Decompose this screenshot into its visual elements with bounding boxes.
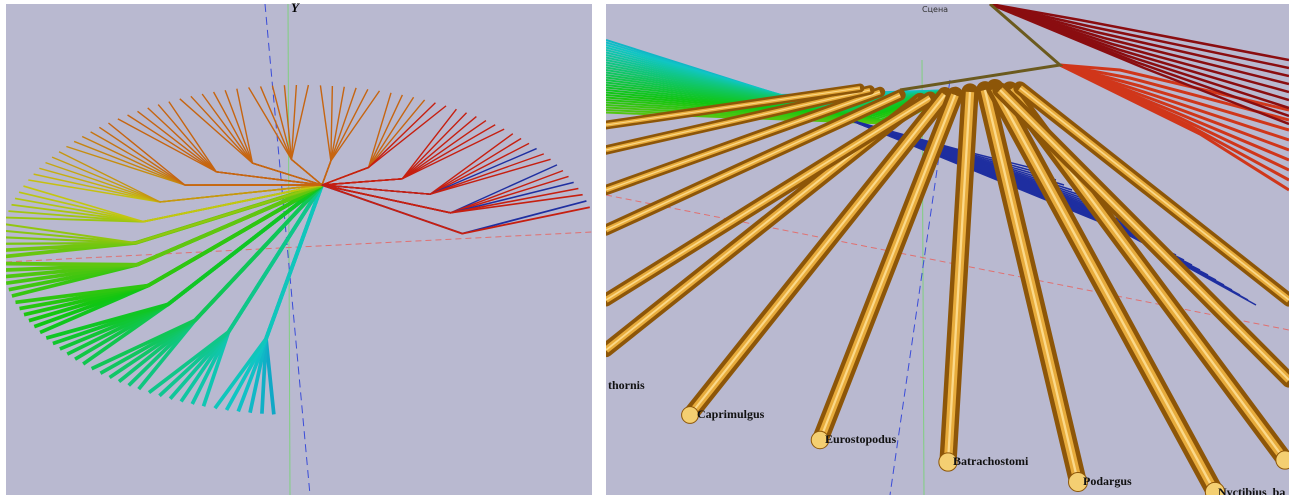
branch	[6, 183, 323, 267]
tube-shine	[606, 91, 881, 191]
tube-shine	[983, 89, 1080, 483]
scene-label: Сцена	[922, 5, 948, 14]
tube-shine	[689, 94, 946, 416]
branch	[168, 101, 323, 186]
branch	[321, 184, 583, 214]
branch	[236, 88, 323, 186]
leaf-node	[810, 430, 830, 450]
leaf-node	[681, 406, 699, 424]
leaf-label: Batrachostomi	[953, 454, 1029, 468]
branch	[321, 158, 551, 195]
branch	[989, 4, 1289, 126]
branch	[321, 105, 447, 186]
branch	[989, 4, 1289, 62]
branch	[321, 184, 590, 235]
tube-shine	[818, 94, 957, 441]
branch	[45, 183, 324, 340]
leaf-label: Podargus	[1083, 474, 1132, 488]
leaf-node	[1204, 481, 1226, 495]
tube-shine	[606, 89, 871, 151]
branch	[1059, 63, 1289, 122]
branch	[321, 128, 505, 186]
right-tree	[606, 4, 1289, 495]
branch	[290, 84, 323, 186]
branch	[90, 183, 324, 371]
leaf-label: Caprimulgus	[697, 407, 765, 421]
branch	[989, 4, 1289, 70]
branch	[108, 122, 323, 186]
tube-shine	[999, 89, 1289, 381]
branch	[147, 184, 324, 395]
leaf-node	[1068, 472, 1088, 492]
branch	[23, 184, 323, 223]
branch	[321, 90, 381, 186]
leaf-label: Eurostopodus	[825, 432, 896, 446]
axis-label: Y	[291, 0, 300, 15]
leaf-node	[1275, 450, 1289, 470]
branch	[1059, 63, 1289, 192]
leaf-node	[938, 452, 958, 472]
branch	[58, 151, 323, 203]
branch	[1059, 63, 1289, 132]
branch	[6, 184, 323, 244]
branch	[213, 184, 324, 410]
tube-shine	[1019, 87, 1289, 301]
leaf-label: Nyctibius_ba	[1218, 485, 1285, 495]
branch	[15, 183, 323, 305]
tube-shine	[606, 97, 931, 301]
tube-shine	[606, 94, 901, 231]
y-axis	[287, 4, 291, 495]
tube-shine	[946, 91, 972, 463]
tube-shine	[606, 87, 861, 126]
tube-shine	[993, 87, 1217, 493]
branch	[899, 4, 1064, 92]
leaf-label: thornis	[608, 378, 645, 392]
left-tree	[6, 4, 592, 495]
